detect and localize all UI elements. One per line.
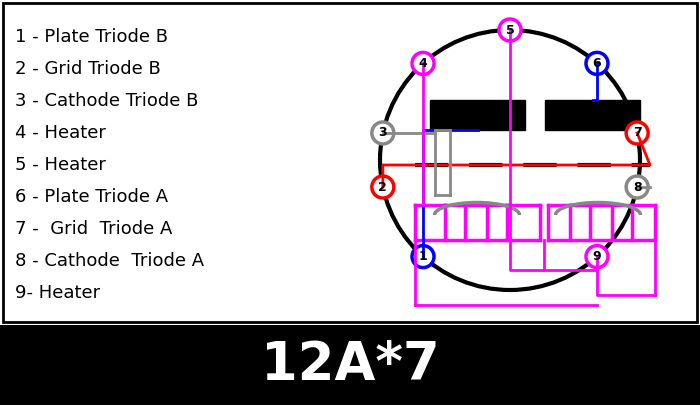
Text: 12A*7: 12A*7 — [260, 339, 440, 391]
Circle shape — [586, 52, 608, 75]
Circle shape — [412, 52, 434, 75]
Text: 3 - Cathode Triode B: 3 - Cathode Triode B — [15, 92, 198, 110]
Text: 1 - Plate Triode B: 1 - Plate Triode B — [15, 28, 168, 46]
Text: 7 -  Grid  Triode A: 7 - Grid Triode A — [15, 220, 172, 238]
Bar — [0, 325, 700, 405]
Circle shape — [586, 245, 608, 268]
Circle shape — [372, 122, 394, 144]
Text: 4 - Heater: 4 - Heater — [15, 124, 106, 142]
Bar — [0, 0, 700, 325]
Text: 8: 8 — [633, 181, 641, 194]
Text: 4: 4 — [419, 57, 428, 70]
Text: 6: 6 — [593, 57, 601, 70]
Circle shape — [626, 122, 648, 144]
Text: 5: 5 — [505, 23, 514, 36]
Bar — [430, 100, 525, 130]
Circle shape — [412, 245, 434, 268]
Circle shape — [626, 176, 648, 198]
Bar — [545, 100, 640, 130]
Text: 9- Heater: 9- Heater — [15, 284, 100, 302]
Text: 2: 2 — [379, 181, 387, 194]
Text: 6 - Plate Triode A: 6 - Plate Triode A — [15, 188, 168, 206]
Text: 7: 7 — [633, 126, 641, 139]
Circle shape — [499, 19, 521, 41]
Text: 1: 1 — [419, 250, 428, 263]
Text: 5 - Heater: 5 - Heater — [15, 156, 106, 174]
Text: 9: 9 — [593, 250, 601, 263]
Text: 8 - Cathode  Triode A: 8 - Cathode Triode A — [15, 252, 204, 270]
Text: 3: 3 — [379, 126, 387, 139]
Circle shape — [372, 176, 394, 198]
Text: 2 - Grid Triode B: 2 - Grid Triode B — [15, 60, 161, 78]
Bar — [3, 3, 697, 322]
